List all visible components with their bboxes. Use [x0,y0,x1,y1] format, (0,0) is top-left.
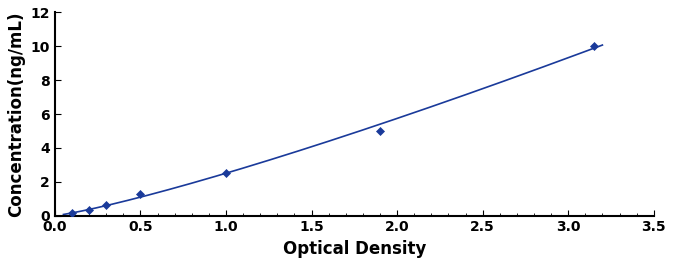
X-axis label: Optical Density: Optical Density [283,240,426,258]
Y-axis label: Concentration(ng/mL): Concentration(ng/mL) [7,11,25,217]
